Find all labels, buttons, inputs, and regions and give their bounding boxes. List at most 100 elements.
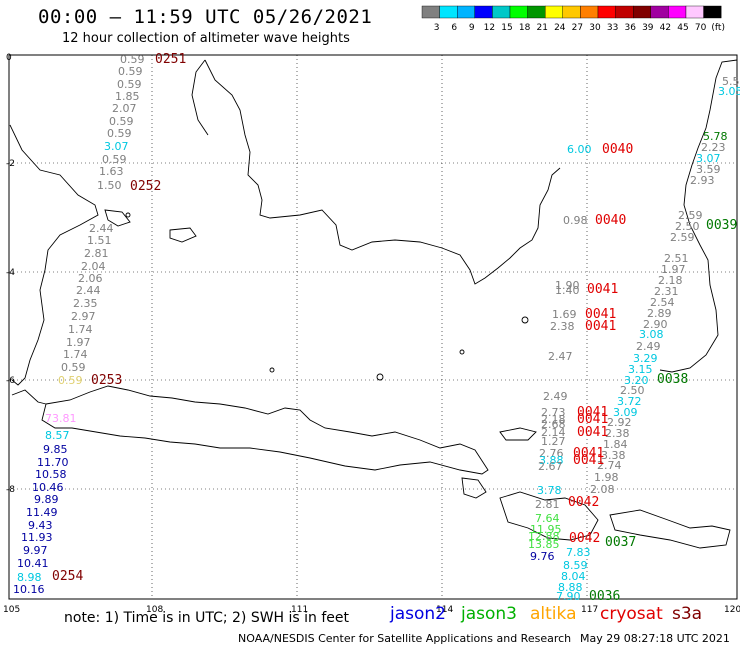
colorbar-label: 30 — [589, 23, 601, 33]
wave-height-value: 2.08 — [590, 483, 615, 496]
credit-left: NOAA/NESDIS Center for Satellite Applica… — [238, 632, 572, 645]
pass-number-label: 0041 — [585, 307, 616, 322]
wave-height-value: 2.50 — [675, 220, 700, 233]
wave-height-value: 2.38 — [605, 427, 630, 440]
wave-height-value: 0.59 — [117, 78, 142, 91]
wave-height-value: 2.59 — [678, 209, 703, 222]
map-frame — [8, 54, 738, 600]
colorbar-swatch — [527, 5, 546, 19]
wave-height-value: 1.63 — [99, 165, 124, 178]
wave-height-value: 2.18 — [658, 274, 683, 287]
wave-height-value: 5.78 — [703, 130, 728, 143]
wave-height-value: 3.08 — [639, 328, 664, 341]
wave-height-value: 7.83 — [566, 546, 591, 559]
wave-height-value: 2.59 — [670, 231, 695, 244]
wave-height-value: 2.67 — [538, 460, 563, 473]
wave-height-value: 9.85 — [43, 443, 68, 456]
pass-number-label: 0041 — [573, 446, 604, 461]
wave-height-value: 2.76 — [539, 447, 564, 460]
wave-height-value: 1.51 — [87, 234, 112, 247]
satellite-legend-cryosat: cryosat — [600, 604, 663, 624]
wave-height-value: 3.38 — [601, 449, 626, 462]
wave-height-value: 9.89 — [34, 493, 59, 506]
satellite-legend-s3a: s3a — [672, 604, 703, 624]
colorbar-swatch — [421, 5, 440, 19]
wave-height-value: 3.72 — [617, 395, 642, 408]
x-tick-label: 120 — [724, 605, 740, 615]
wave-height-value: 2.68 — [541, 418, 566, 431]
colorbar-label: 70 — [695, 23, 707, 33]
pass-number-label: 0040 — [602, 142, 633, 157]
wave-height-value: 2.18 — [541, 413, 566, 426]
colorbar-swatch — [474, 5, 493, 19]
coastlines — [9, 59, 738, 549]
colorbar-swatch — [509, 5, 528, 19]
pass-number-label: 0254 — [52, 569, 83, 584]
pass-labels: 0251025202530254004000400041004100410041… — [52, 52, 737, 604]
x-tick-label: 111 — [291, 605, 308, 615]
colorbar-label: 3 — [434, 23, 440, 33]
pass-number-label: 0038 — [657, 372, 688, 387]
wave-height-value: 5.59 — [722, 75, 740, 88]
grid — [9, 55, 737, 599]
pass-number-label: 0041 — [573, 453, 604, 468]
footer-note: note: 1) Time is in UTC; 2) SWH is in fe… — [64, 610, 350, 626]
colorbar-label: 39 — [642, 23, 654, 33]
wave-height-value: 2.04 — [81, 260, 106, 273]
colorbar-label: 36 — [624, 23, 636, 33]
pass-number-label: 0251 — [155, 52, 186, 67]
pass-number-label: 0036 — [589, 589, 620, 604]
wave-height-value: 2.73 — [541, 406, 566, 419]
wave-height-value: 1.40 — [555, 284, 580, 297]
colorbar-swatch — [668, 5, 687, 19]
pass-number-label: 0041 — [587, 282, 618, 297]
colorbar-swatch — [685, 5, 704, 19]
x-tick-labels: 105 108 111 114 117 120 — [3, 605, 740, 615]
wave-height-value: 0.59 — [58, 374, 83, 387]
wave-height-value: 2.49 — [636, 340, 661, 353]
wave-height-value: 2.50 — [620, 384, 645, 397]
wave-height-value: 3.20 — [624, 374, 649, 387]
wave-height-value: 10.41 — [17, 557, 49, 570]
wave-height-value: 1.98 — [594, 471, 619, 484]
y-tick-label: -6 — [6, 376, 15, 386]
wave-height-value: 3.07 — [104, 140, 129, 153]
x-tick-label: 108 — [146, 605, 163, 615]
x-tick-label: 117 — [581, 605, 598, 615]
colorbar-label: 6 — [451, 23, 457, 33]
wave-height-value: 3.15 — [628, 363, 653, 376]
wave-height-value: 3.07 — [696, 152, 721, 165]
wave-height-value: 0.98 — [563, 214, 588, 227]
wave-height-value: 2.93 — [690, 174, 715, 187]
wave-height-value: 0.59 — [118, 65, 143, 78]
pass-number-label: 0041 — [585, 319, 616, 334]
colorbar-swatch — [439, 5, 458, 19]
wave-height-value: 3.29 — [633, 352, 658, 365]
wave-height-value: 8.04 — [561, 570, 586, 583]
x-tick-label: 105 — [3, 605, 20, 615]
colorbar-label: 12 — [484, 23, 495, 33]
wave-height-value: 9.76 — [530, 550, 555, 563]
wave-height-value: 3.78 — [537, 484, 562, 497]
wave-height-value: 1.97 — [661, 263, 686, 276]
wave-height-value: 2.44 — [89, 222, 114, 235]
colorbar-label: 9 — [469, 23, 475, 33]
wave-height-value: 10.16 — [13, 583, 45, 596]
map-title: 00:00 – 11:59 UTC 05/26/2021 — [38, 6, 373, 28]
wave-height-value: 3.88 — [539, 454, 564, 467]
wave-height-value: 9.43 — [28, 519, 53, 532]
colorbar-swatch — [615, 5, 634, 19]
colorbar-label: 27 — [572, 23, 583, 33]
wave-height-value: 0.59 — [109, 115, 134, 128]
wave-height-value: 0.59 — [61, 361, 86, 374]
wave-height-value: 10.58 — [35, 468, 67, 481]
wave-height-value: 1.85 — [115, 90, 140, 103]
wave-height-value: 2.14 — [541, 426, 566, 439]
colorbar-label: 24 — [554, 23, 566, 33]
wave-height-value: 8.57 — [45, 429, 70, 442]
pass-number-label: 0037 — [605, 535, 636, 550]
wave-height-value: 2.38 — [550, 320, 575, 333]
pass-number-label: 0252 — [130, 179, 161, 194]
wave-height-value: 2.49 — [543, 390, 568, 403]
